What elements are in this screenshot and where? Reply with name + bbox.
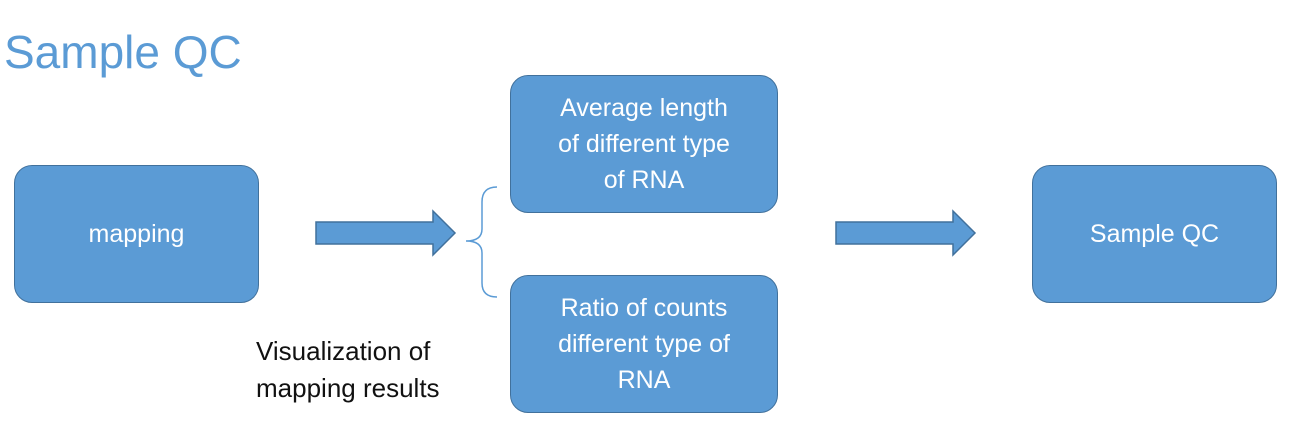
caption-visualization: Visualization of mapping results xyxy=(256,336,440,403)
diagram-title: Sample QC xyxy=(4,26,242,78)
arrow-right-icon xyxy=(315,209,457,257)
node-average-length: Average length of different type of RNA xyxy=(510,75,778,213)
node-sample-qc: Sample QC xyxy=(1032,165,1277,303)
node-ratio-of-counts: Ratio of counts different type of RNA xyxy=(510,275,778,413)
node-mapping: mapping xyxy=(14,165,259,303)
arrow-right-icon xyxy=(835,209,977,257)
curly-brace xyxy=(465,186,498,298)
